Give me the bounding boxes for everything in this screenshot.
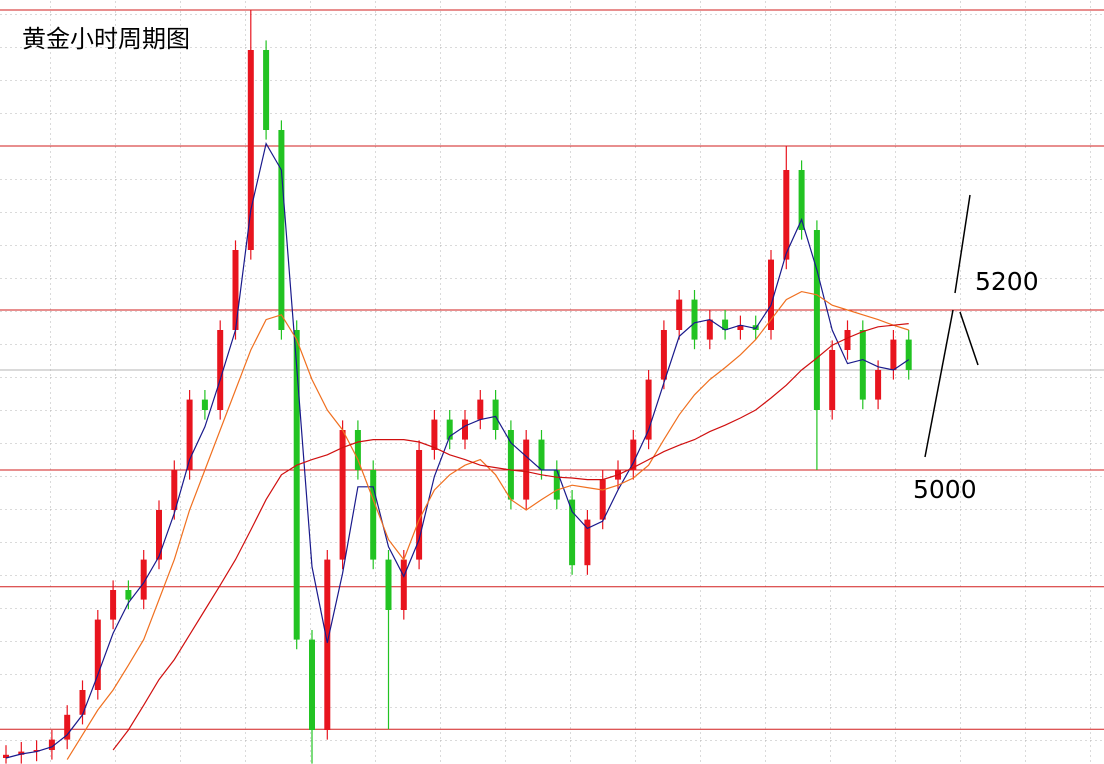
candle-body bbox=[324, 559, 331, 730]
candle-body bbox=[431, 419, 438, 450]
candle-body bbox=[477, 399, 484, 420]
candle-body bbox=[553, 470, 560, 500]
candle-body bbox=[79, 690, 86, 715]
candle-body bbox=[416, 450, 423, 560]
candle-body bbox=[18, 751, 25, 755]
candle-body bbox=[370, 470, 377, 560]
candle-body bbox=[309, 639, 315, 730]
candle-body bbox=[48, 739, 55, 750]
annotation: 5200 bbox=[975, 267, 1039, 296]
sketch-line bbox=[959, 311, 979, 366]
candle-body bbox=[599, 479, 606, 520]
candle-body bbox=[875, 370, 882, 400]
candle-body bbox=[737, 325, 744, 330]
candle-body bbox=[569, 499, 576, 566]
candle-body bbox=[523, 439, 530, 500]
candle-body bbox=[94, 619, 101, 690]
candle-body bbox=[783, 170, 790, 260]
ma-line bbox=[5, 141, 910, 759]
candle-body bbox=[691, 299, 698, 340]
candle-body bbox=[140, 559, 147, 600]
ma-line bbox=[112, 323, 909, 751]
candle-body bbox=[660, 330, 667, 380]
candle-body bbox=[339, 430, 346, 560]
candle-body bbox=[538, 439, 545, 470]
candle-body bbox=[201, 399, 208, 410]
candle-body bbox=[676, 299, 683, 330]
candle-body bbox=[354, 430, 361, 470]
candle-body bbox=[584, 519, 591, 566]
candle-body bbox=[890, 339, 897, 370]
sketch-line bbox=[954, 194, 971, 294]
candle-body bbox=[768, 259, 774, 330]
candle-body bbox=[232, 250, 239, 330]
sketch-line bbox=[924, 309, 954, 458]
candle-body bbox=[813, 230, 820, 410]
candle-body bbox=[645, 379, 652, 440]
levels bbox=[0, 9, 1104, 730]
candle-body bbox=[462, 419, 468, 440]
candles bbox=[3, 10, 912, 764]
chart-title: 黄金小时周期图 bbox=[22, 25, 190, 53]
candle-body bbox=[492, 399, 499, 430]
candle-body bbox=[293, 330, 300, 640]
candle-body bbox=[186, 399, 193, 470]
candle-body bbox=[446, 419, 453, 440]
candle-body bbox=[33, 750, 40, 752]
candle-body bbox=[859, 330, 866, 400]
candle-body bbox=[110, 590, 117, 620]
candle-body bbox=[385, 559, 392, 610]
candle-body bbox=[125, 590, 132, 600]
candle-body bbox=[247, 50, 254, 250]
candle-body bbox=[844, 330, 851, 350]
candle-body bbox=[64, 714, 71, 740]
candle-body bbox=[905, 339, 912, 370]
candle-body bbox=[722, 319, 729, 330]
candle-body bbox=[400, 559, 407, 610]
ma-line bbox=[66, 290, 909, 760]
candle-body bbox=[263, 50, 270, 130]
candle-body bbox=[171, 470, 178, 510]
candle-body bbox=[156, 510, 162, 560]
candle-body bbox=[706, 319, 713, 340]
candle-body bbox=[798, 170, 805, 230]
candle-body bbox=[829, 350, 836, 410]
candle-body bbox=[278, 130, 285, 330]
annotation: 5000 bbox=[913, 475, 977, 504]
trend-sketch bbox=[924, 194, 979, 458]
moving-averages bbox=[5, 141, 910, 760]
candle-body bbox=[630, 439, 637, 470]
candle-body bbox=[507, 430, 514, 500]
candle-body bbox=[3, 754, 9, 758]
candle-body bbox=[217, 330, 224, 410]
